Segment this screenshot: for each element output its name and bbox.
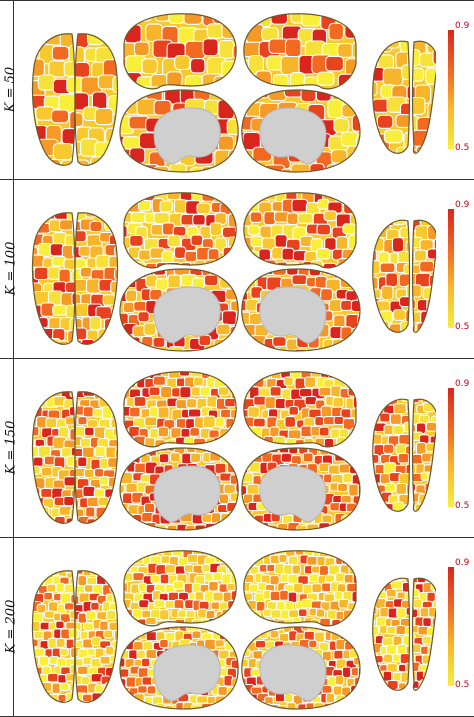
colorbar: 0.9 0.5 xyxy=(448,201,472,332)
medial-wall-right xyxy=(259,107,327,165)
medial-wall-right xyxy=(259,465,327,523)
colorbar-min-label: 0.5 xyxy=(455,322,470,332)
row-left-border xyxy=(13,179,14,358)
lateral-left-hemisphere xyxy=(124,550,237,626)
lateral-right-hemisphere xyxy=(243,192,356,268)
medial-wall-left xyxy=(153,465,221,523)
colorbar-min-label: 0.5 xyxy=(455,680,470,690)
lateral-left-hemisphere xyxy=(124,371,237,447)
dorsal-left-hemisphere xyxy=(32,212,75,345)
colorbar-gradient xyxy=(448,30,454,149)
medial-wall-left xyxy=(153,644,221,702)
colorbar-max-label: 0.9 xyxy=(455,200,470,210)
lateral-right-hemisphere xyxy=(243,371,356,447)
colorbar: 0.9 0.5 xyxy=(448,380,472,511)
colorbar: 0.9 0.5 xyxy=(448,22,472,153)
brain-panel xyxy=(16,4,436,175)
colorbar: 0.9 0.5 xyxy=(448,559,472,690)
colorbar-min-label: 0.5 xyxy=(455,143,470,153)
row-left-border xyxy=(13,0,14,179)
row-separator xyxy=(0,179,474,180)
dorsal-left-hemisphere xyxy=(32,33,75,166)
brain-panel xyxy=(16,362,436,533)
colorbar-max-label: 0.9 xyxy=(455,558,470,568)
row-separator xyxy=(0,358,474,359)
medial-wall-right xyxy=(259,286,327,344)
row-left-border xyxy=(13,358,14,537)
colorbar-gradient xyxy=(448,388,454,507)
colorbar-max-label: 0.9 xyxy=(455,21,470,31)
row-left-border xyxy=(13,537,14,716)
medial-wall-right xyxy=(259,644,327,702)
medial-wall-left xyxy=(153,286,221,344)
colorbar-min-label: 0.5 xyxy=(455,501,470,511)
brain-panel xyxy=(16,183,436,354)
lateral-left-hemisphere xyxy=(124,192,237,268)
colorbar-max-label: 0.9 xyxy=(455,379,470,389)
medial-wall-left xyxy=(153,107,221,165)
colorbar-gradient xyxy=(448,209,454,328)
colorbar-gradient xyxy=(448,567,454,686)
brain-panel xyxy=(16,541,436,712)
top-border xyxy=(0,0,474,1)
lateral-right-hemisphere xyxy=(243,550,356,626)
row-separator xyxy=(0,537,474,538)
